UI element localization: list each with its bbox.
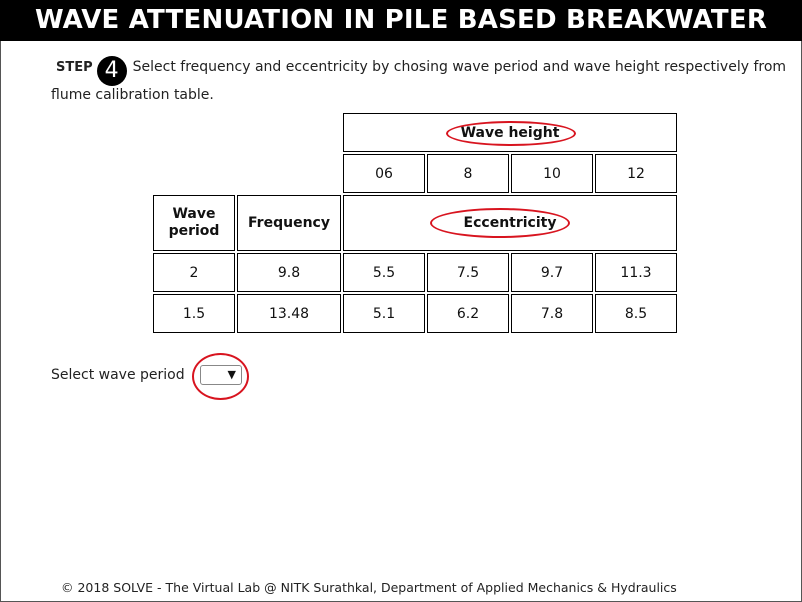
table-row-period: 2 bbox=[153, 253, 235, 292]
table-row-eccentricity: 11.3 bbox=[595, 253, 677, 292]
chevron-down-icon: ▼ bbox=[227, 368, 236, 381]
table-row-eccentricity: 9.7 bbox=[511, 253, 593, 292]
select-wave-period-label: Select wave period bbox=[51, 367, 185, 383]
eccentricity-highlight-oval bbox=[430, 208, 570, 238]
wave-period-select[interactable]: ▼ bbox=[200, 365, 242, 385]
wave-height-cell: 8 bbox=[427, 154, 509, 193]
table-row-eccentricity: 5.5 bbox=[343, 253, 425, 292]
table-row-eccentricity: 5.1 bbox=[343, 294, 425, 333]
table-row-frequency: 9.8 bbox=[237, 253, 341, 292]
step-number-badge: 4 bbox=[96, 56, 127, 86]
step-instruction-text: Select frequency and eccentricity by cho… bbox=[51, 59, 787, 103]
footer-copyright: © 2018 SOLVE - The Virtual Lab @ NITK Su… bbox=[61, 580, 677, 595]
step-label: STEP bbox=[56, 60, 93, 75]
table-row-period: 1.5 bbox=[153, 294, 235, 333]
wave-height-highlight-oval bbox=[446, 121, 576, 146]
wave-height-cell: 06 bbox=[343, 154, 425, 193]
wave-height-cell: 10 bbox=[511, 154, 593, 193]
table-row-eccentricity: 8.5 bbox=[595, 294, 677, 333]
table-row-frequency: 13.48 bbox=[237, 294, 341, 333]
step-instruction: STEP 4 Select frequency and eccentricity b… bbox=[51, 56, 801, 104]
frequency-header: Frequency bbox=[237, 195, 341, 251]
table-row-eccentricity: 6.2 bbox=[427, 294, 509, 333]
page-title: WAVE ATTENUATION IN PILE BASED BREAKWATE… bbox=[0, 0, 802, 41]
wave-period-header: Wave period bbox=[153, 195, 235, 251]
select-highlight-oval bbox=[192, 353, 249, 400]
table-row-eccentricity: 7.8 bbox=[511, 294, 593, 333]
table-row-eccentricity: 7.5 bbox=[427, 253, 509, 292]
wave-height-cell: 12 bbox=[595, 154, 677, 193]
